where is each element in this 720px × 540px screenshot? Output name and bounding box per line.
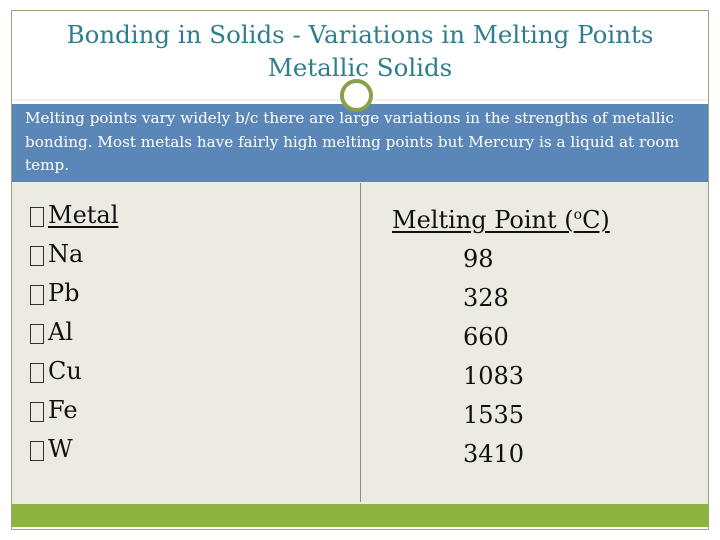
list-item: Cu xyxy=(30,352,350,391)
intro-text: Melting points vary widely b/c there are… xyxy=(25,109,679,174)
title-line-2: Metallic Solids xyxy=(267,53,453,82)
ring-ornament-icon xyxy=(340,79,373,112)
metal-name: Na xyxy=(48,240,84,268)
bullet-icon xyxy=(30,362,44,383)
metal-name: W xyxy=(48,435,73,463)
intro-band xyxy=(12,104,708,182)
bullet-icon xyxy=(30,440,44,461)
metal-name: Cu xyxy=(48,357,82,385)
slide-frame xyxy=(11,10,709,530)
bullet-icon xyxy=(30,284,44,305)
melting-point-column: Melting Point (oC) 98 328 660 1083 1535 … xyxy=(392,196,692,474)
melting-point-value: 98 xyxy=(463,245,494,273)
bullet-icon xyxy=(30,323,44,344)
slide-title: Bonding in Solids - Variations in Meltin… xyxy=(12,18,708,84)
column-divider xyxy=(360,183,361,502)
title-line-1: Bonding in Solids - Variations in Meltin… xyxy=(66,20,654,49)
melting-point-value: 3410 xyxy=(463,440,525,468)
list-item: Fe xyxy=(30,391,350,430)
metal-header: Metal xyxy=(48,201,119,229)
degree-sup: o xyxy=(573,207,583,223)
melting-point-value: 1083 xyxy=(463,362,525,390)
bullet-icon xyxy=(30,245,44,266)
melting-point-value: 328 xyxy=(463,284,509,312)
metal-header-row: Metal xyxy=(30,196,350,235)
melting-point-value: 1535 xyxy=(463,401,525,429)
bullet-icon xyxy=(30,401,44,422)
metal-name: Fe xyxy=(48,396,78,424)
metal-column: Metal Na Pb Al Cu Fe W xyxy=(30,196,350,469)
mp-header-prefix: Melting Point ( xyxy=(392,206,574,234)
list-item: Al xyxy=(30,313,350,352)
list-item: W xyxy=(30,430,350,469)
list-item: Na xyxy=(30,235,350,274)
list-item: Pb xyxy=(30,274,350,313)
metal-name: Pb xyxy=(48,279,80,307)
bullet-icon xyxy=(30,206,44,227)
melting-point-header: Melting Point (oC) xyxy=(392,196,692,240)
footer-bar xyxy=(12,504,708,527)
metal-name: Al xyxy=(48,318,74,346)
melting-point-value: 660 xyxy=(463,323,509,351)
mp-header-suffix: C) xyxy=(582,206,610,234)
